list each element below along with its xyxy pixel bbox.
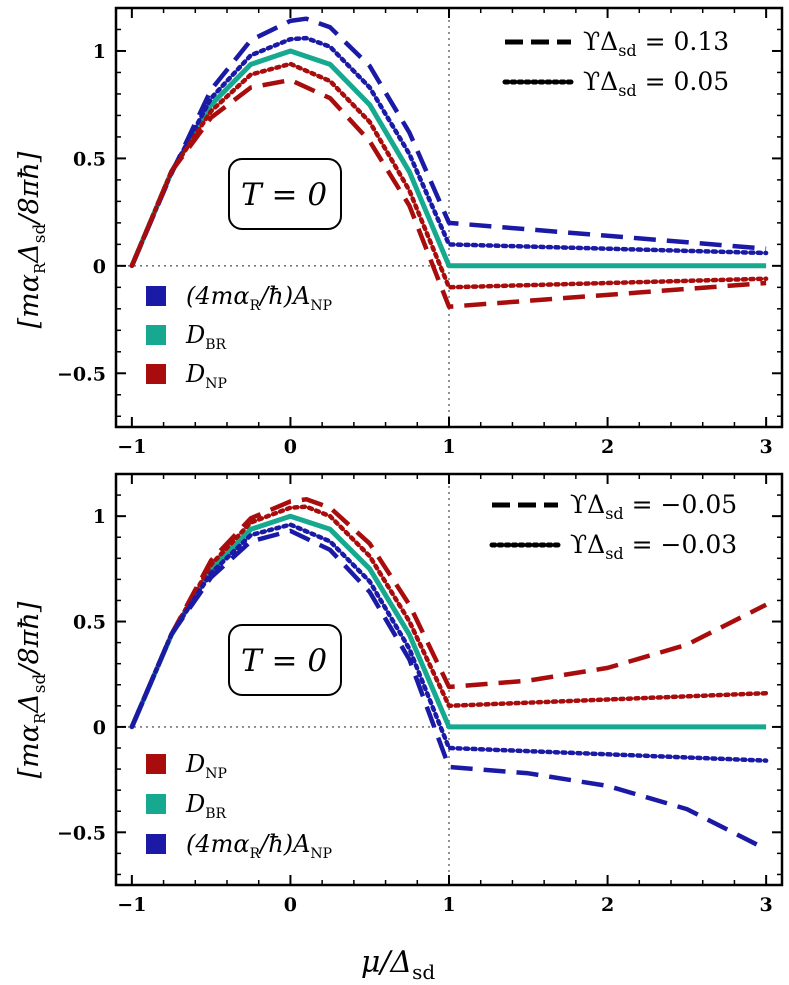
style-legend-label: ϒΔsd = 0.13	[583, 27, 729, 60]
color-legend-label: DBR	[185, 790, 227, 822]
series-line	[129, 61, 769, 290]
annotation-text: T = 0	[241, 643, 327, 679]
series-line	[129, 528, 768, 852]
color-legend-swatch	[146, 286, 166, 306]
color-legend-label: DNP	[185, 360, 227, 392]
x-tick-label: 2	[601, 894, 614, 916]
y-tick-label: 1	[93, 506, 106, 528]
style-legend-label: ϒΔsd = 0.05	[583, 67, 729, 100]
x-tick-label: 1	[442, 894, 455, 916]
color-legend-label: (4mαR/ħ)ANP	[186, 830, 332, 862]
x-tick-label: 1	[442, 436, 455, 458]
series-line	[129, 504, 769, 730]
x-tick-label: 2	[601, 436, 614, 458]
x-tick-label: 3	[760, 436, 773, 458]
y-tick-label: 0	[93, 256, 106, 278]
y-tick-label: 1	[93, 41, 106, 63]
annotation-box	[228, 158, 342, 230]
color-legend-label: DBR	[185, 321, 227, 353]
x-tick-label: −1	[117, 436, 146, 458]
annotation-text: T = 0	[241, 177, 327, 213]
color-legend-swatch	[146, 364, 166, 384]
x-tick-label: 0	[284, 436, 297, 458]
color-legend-swatch	[146, 794, 166, 814]
style-legend-label: ϒΔsd = −0.03	[570, 530, 737, 563]
x-tick-label: −1	[117, 894, 146, 916]
color-legend-swatch	[146, 834, 166, 854]
y-axis-label-bottom: [mαRΔsd/8πħ]	[14, 601, 50, 778]
x-axis-label: μ/Δsd	[361, 945, 436, 984]
y-tick-label: −0.5	[57, 822, 106, 844]
series-line	[129, 16, 767, 267]
top-panel: −1 0 1 2 3 −0.5 0 0.5 1 T = 0 ϒΔsd = 0.13 ϒΔsd = 0.…	[57, 6, 784, 458]
color-legend-label: (4mαR/ħ)ANP	[186, 282, 332, 314]
y-tick-label: −0.5	[57, 363, 106, 385]
y-tick-label: 0.5	[73, 612, 106, 634]
color-legend-label: DNP	[185, 750, 227, 782]
style-legend-label: ϒΔsd = −0.05	[570, 490, 737, 523]
color-legend-swatch	[146, 754, 166, 774]
y-tick-label: 0.5	[73, 148, 106, 170]
series-line	[129, 35, 769, 269]
annotation-box	[228, 624, 342, 696]
x-tick-label: 3	[760, 894, 773, 916]
bottom-panel: −1 0 1 2 3 −0.5 0 0.5 1 T = 0 ϒΔsd = −0.05 ϒΔsd = −…	[57, 472, 784, 916]
color-legend-swatch	[146, 325, 166, 345]
y-axis-label-top: [mαRΔsd/8πħ]	[14, 151, 50, 328]
y-tick-label: 0	[93, 717, 106, 739]
series-line	[129, 77, 767, 309]
x-tick-label: 0	[284, 894, 297, 916]
